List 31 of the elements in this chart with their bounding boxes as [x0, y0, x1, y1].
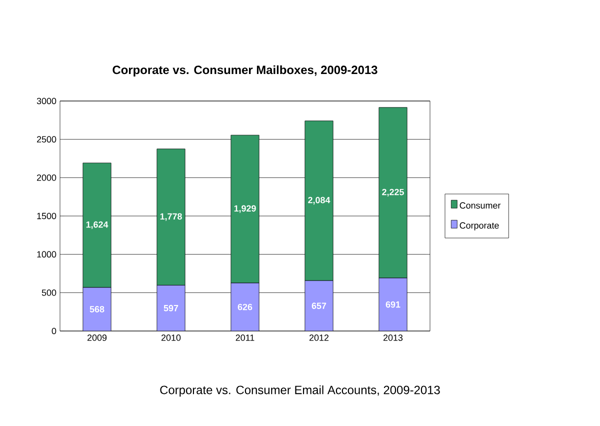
bar: [304, 280, 334, 331]
bar: [378, 278, 408, 331]
y-tick-label: 2500: [36, 136, 56, 143]
data-label: 626: [238, 304, 252, 310]
data-label: 568: [90, 306, 104, 312]
data-label: 597: [164, 304, 178, 312]
bar: [82, 287, 112, 331]
x-tick-label: 2010: [161, 334, 181, 341]
x-tick-label: 2009: [87, 334, 107, 341]
data-label: 2,225: [382, 188, 404, 197]
legend-label: Corporate: [460, 222, 499, 230]
data-label: 691: [386, 301, 400, 308]
y-tick-label: 500: [42, 289, 56, 296]
x-tick-label: 2012: [309, 334, 329, 341]
legend-label: Consumer: [460, 202, 501, 209]
chart-title: Corporate vs. Consumer Mailboxes, 2009-2013: [112, 65, 378, 77]
x-tick-label: 2011: [236, 334, 254, 341]
y-tick-label: 1000: [37, 251, 56, 258]
data-label: 1,624: [86, 221, 108, 230]
data-label: 1,929: [234, 205, 256, 213]
data-label: 2,084: [308, 196, 330, 205]
y-tick-label: 2000: [36, 174, 56, 181]
data-label: 1,778: [160, 213, 182, 221]
y-tick-label: 1500: [37, 212, 56, 220]
y-tick-label: 0: [52, 328, 56, 334]
bar: [230, 282, 260, 331]
x-tick-label: 2013: [383, 334, 403, 341]
text: Corporate vs. Consumer Email Accounts, 2009-2013: [160, 385, 440, 397]
data-label: 657: [312, 302, 326, 309]
y-tick-label: 3000: [36, 98, 56, 104]
bar: [156, 285, 186, 331]
